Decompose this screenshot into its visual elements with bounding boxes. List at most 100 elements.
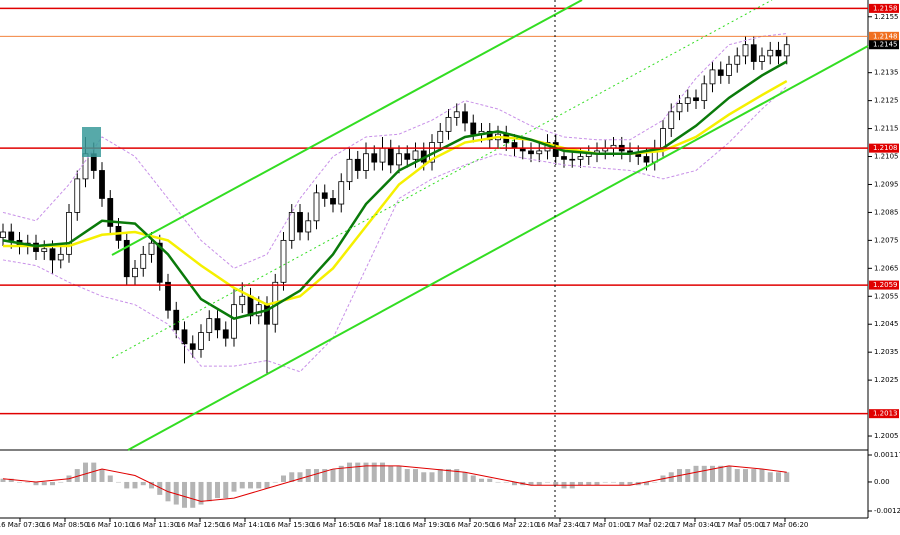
osc-tick-label: 0.00: [874, 478, 890, 486]
candle-body: [330, 198, 336, 205]
x-tick-label: 16 Mar 08:50: [42, 521, 89, 529]
y-tick-label: 1.2045: [874, 320, 899, 328]
candles: [0, 36, 790, 375]
osc-bar: [512, 481, 517, 486]
x-tick-label: 16 Mar 16:50: [312, 521, 359, 529]
candle-body: [437, 130, 444, 143]
osc-bar: [355, 462, 361, 482]
osc-bar: [25, 481, 31, 483]
candle-body: [470, 122, 477, 135]
candle-body: [107, 198, 114, 227]
candle-body: [783, 44, 790, 57]
candle-body: [569, 158, 576, 161]
candle-body: [189, 343, 196, 350]
candle-body: [643, 156, 650, 163]
y-tick-label: 1.2095: [874, 180, 899, 188]
osc-bar: [586, 481, 592, 486]
candle-body: [684, 97, 691, 104]
osc-bar: [58, 481, 64, 483]
candle-body: [264, 304, 270, 325]
osc-bar: [503, 481, 509, 483]
candle-body: [288, 212, 295, 241]
x-tick-label: 16 Mar 12:50: [177, 521, 224, 529]
osc-bar: [314, 469, 319, 482]
osc-bar: [231, 481, 237, 492]
candle-body: [198, 332, 204, 350]
x-tick-label: 16 Mar 07:30: [0, 521, 43, 529]
y-tick-label: 1.2105: [874, 153, 899, 161]
level-label-box: [869, 280, 899, 290]
osc-bar: [198, 481, 204, 505]
candle-body: [0, 231, 6, 238]
osc-bar: [215, 481, 220, 499]
osc-bar: [149, 481, 154, 489]
level-label: 1.2059: [873, 281, 898, 289]
candle-body: [354, 158, 361, 171]
osc-bar: [743, 469, 748, 482]
x-tick-label: 16 Mar 14:10: [222, 521, 269, 529]
candle-body: [709, 69, 716, 85]
x-tick-label: 16 Mar 19:30: [402, 521, 449, 529]
y-tick-label: 1.2115: [874, 125, 899, 133]
x-tick-label: 17 Mar 01:00: [582, 521, 629, 529]
osc-bar: [330, 469, 336, 482]
osc-bar: [0, 478, 6, 482]
osc-bar: [388, 465, 394, 482]
osc-bar: [652, 481, 658, 483]
candle-body: [173, 309, 180, 331]
osc-bar: [710, 465, 715, 482]
channel-lower: [127, 45, 869, 451]
osc-bar: [363, 462, 369, 482]
ask-label: 1.2148: [873, 32, 898, 40]
osc-bar: [479, 478, 484, 482]
osc-bar: [602, 481, 608, 483]
osc-bar: [413, 469, 418, 482]
y-tick-label: 1.2125: [874, 97, 899, 105]
candle-body: [693, 97, 699, 102]
osc-bar: [611, 481, 616, 483]
osc-bar: [248, 481, 253, 489]
candle-body: [280, 239, 287, 283]
osc-bar: [767, 472, 773, 482]
osc-bar: [627, 481, 633, 486]
osc-bar: [594, 481, 600, 486]
osc-bar: [107, 475, 113, 482]
last-price-box: [869, 40, 899, 50]
candle-body: [49, 248, 56, 261]
channel-upper: [111, 0, 583, 256]
osc-bar: [50, 481, 55, 486]
candle-body: [387, 147, 394, 166]
x-tick-label: 17 Mar 02:20: [627, 521, 674, 529]
candle-body: [41, 248, 48, 252]
osc-bar: [91, 462, 97, 482]
level-label-box: [869, 143, 899, 153]
level-label-box: [869, 409, 899, 419]
osc-bar: [116, 481, 121, 483]
osc-bar: [182, 481, 187, 508]
osc-bar: [256, 481, 262, 489]
candle-body: [742, 44, 749, 57]
osc-bar: [470, 475, 476, 482]
osc-bar: [751, 469, 757, 482]
osc-bar: [784, 472, 790, 482]
y-tick-label: 1.2135: [874, 69, 899, 77]
osc-bar: [693, 465, 699, 482]
level-label: 1.2108: [873, 144, 898, 152]
y-tick-label: 1.2025: [874, 376, 899, 384]
osc-bar: [33, 481, 39, 486]
candle-body: [750, 44, 757, 62]
candle-body: [759, 55, 765, 62]
candle-body: [181, 329, 188, 345]
osc-bar: [380, 462, 385, 482]
candle-body: [239, 295, 246, 306]
osc-bar: [553, 481, 559, 486]
candle-body: [561, 156, 567, 160]
osc-bar: [487, 478, 493, 482]
osc-bar: [536, 481, 542, 486]
last-price-label: 1.2145: [873, 41, 898, 49]
x-tick-label: 16 Mar 10:10: [87, 521, 134, 529]
osc-bar: [619, 481, 625, 486]
candle-body: [701, 83, 708, 102]
moving-average: [3, 79, 788, 306]
y-tick-label: 1.2155: [874, 13, 899, 21]
